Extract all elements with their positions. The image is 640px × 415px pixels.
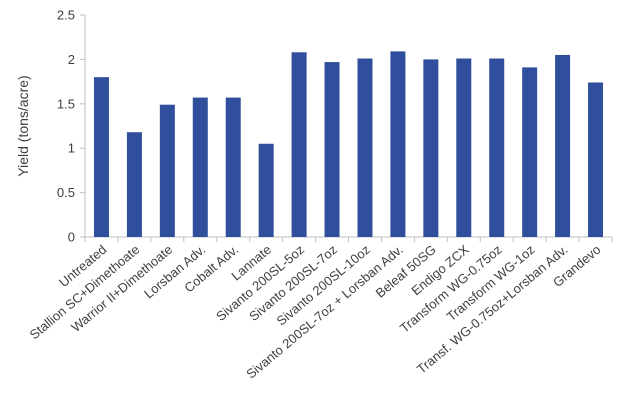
bar	[93, 77, 109, 237]
y-tick-label: 1.5	[57, 96, 75, 111]
bar	[192, 97, 208, 237]
y-tick-label: 0.5	[57, 185, 75, 200]
y-tick-label: 2.5	[57, 8, 75, 23]
bar	[423, 59, 439, 238]
bar	[357, 58, 373, 238]
bar	[456, 58, 472, 238]
bar	[291, 52, 307, 237]
y-axis: 0 0.5 1 1.5 2 2.5	[57, 8, 86, 245]
bar	[159, 104, 175, 237]
bar	[126, 132, 142, 237]
bar	[522, 67, 538, 237]
bars	[93, 51, 604, 238]
bar	[258, 143, 274, 237]
x-axis	[84, 236, 613, 242]
y-tick-label: 1	[68, 141, 75, 156]
y-tick-label: 0	[68, 230, 75, 245]
bar	[555, 54, 571, 238]
y-axis-title: Yield (tons/acre)	[15, 75, 31, 176]
bar	[489, 58, 505, 238]
bar	[588, 82, 604, 237]
bar	[225, 97, 241, 237]
bar	[390, 51, 406, 237]
bar	[324, 62, 340, 238]
y-tick-label: 2	[68, 52, 75, 67]
